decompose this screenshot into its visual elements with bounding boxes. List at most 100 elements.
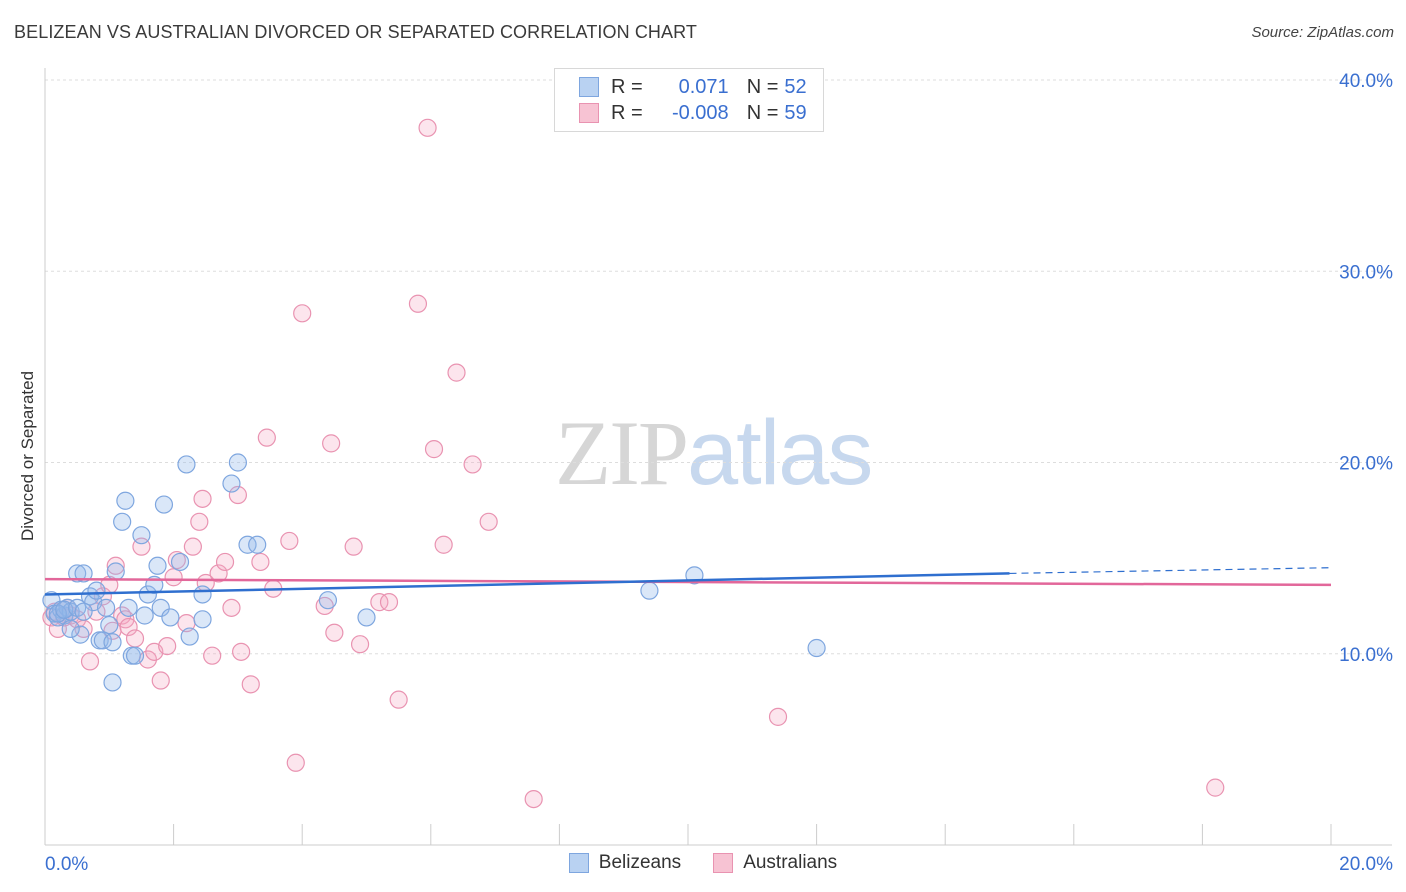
data-point-australians <box>190 512 209 531</box>
data-point-belizeans <box>248 535 267 554</box>
data-point-belizeans <box>193 610 212 629</box>
data-point-australians <box>389 690 408 709</box>
legend-swatch-australians <box>579 103 599 123</box>
data-point-belizeans <box>238 535 257 554</box>
data-point-belizeans <box>180 627 199 646</box>
data-point-australians <box>315 596 334 616</box>
data-point-australians <box>257 428 276 447</box>
legend-row-australians: R = -0.008 N = 59 <box>579 101 807 125</box>
data-point-australians <box>125 629 145 648</box>
data-point-belizeans <box>61 619 80 638</box>
data-point-australians <box>222 598 241 617</box>
data-point-belizeans <box>113 512 132 531</box>
data-point-australians <box>286 753 305 772</box>
data-point-australians <box>1206 778 1225 797</box>
legend-item-belizeans: Belizeans <box>568 852 682 874</box>
trendline-belizeans-extension <box>1009 567 1332 575</box>
data-point-australians <box>408 294 428 313</box>
legend-row-belizeans: R = 0.071 N = 52 <box>579 75 807 99</box>
data-point-australians <box>215 552 235 572</box>
chart-source: Source: ZipAtlas.com <box>1251 24 1394 41</box>
data-point-belizeans <box>74 564 93 583</box>
data-point-belizeans <box>807 638 826 658</box>
data-point-australians <box>350 635 370 654</box>
data-point-australians <box>158 636 177 656</box>
data-point-australians <box>344 537 363 556</box>
series-legend: Belizeans Australians <box>0 852 1406 874</box>
trendline-belizeans <box>44 572 1010 596</box>
legend-item-australians: Australians <box>713 852 837 874</box>
data-point-belizeans <box>193 585 212 604</box>
data-point-australians <box>87 602 106 621</box>
data-point-belizeans <box>222 474 241 493</box>
watermark-atlas: atlas <box>687 402 873 504</box>
data-point-belizeans <box>100 615 119 635</box>
data-point-australians <box>106 556 125 575</box>
watermark: ZIPatlas <box>555 400 873 506</box>
x-tick-label: 20.0% <box>1339 854 1393 875</box>
data-point-belizeans <box>119 598 138 617</box>
data-point-belizeans <box>228 453 247 472</box>
data-point-australians <box>479 512 498 531</box>
data-point-australians <box>293 304 312 323</box>
data-point-australians <box>280 531 299 551</box>
legend-r-label: R = <box>611 101 643 124</box>
legend-r-value: 0.071 <box>678 75 729 98</box>
data-point-australians <box>119 617 138 637</box>
data-point-belizeans <box>148 556 167 575</box>
data-point-belizeans <box>151 598 170 617</box>
data-point-belizeans <box>135 606 154 625</box>
data-point-belizeans <box>96 598 116 617</box>
data-point-australians <box>151 671 170 690</box>
data-point-australians <box>164 568 183 587</box>
data-point-australians <box>370 593 389 612</box>
legend-r-value: -0.008 <box>671 101 729 124</box>
data-point-australians <box>228 485 247 505</box>
data-point-australians <box>768 707 788 726</box>
data-point-australians <box>424 440 444 459</box>
data-point-belizeans <box>132 526 151 545</box>
data-point-belizeans <box>154 495 174 514</box>
data-point-australians <box>379 593 399 612</box>
y-tick-label: 40.0% <box>1339 71 1393 92</box>
legend-label-belizeans: Belizeans <box>598 852 682 873</box>
correlation-legend: R = 0.071 N = 52 R = -0.008 N = 59 <box>554 68 824 132</box>
legend-swatch-belizeans <box>579 77 599 97</box>
x-tick-label: 0.0% <box>45 854 88 875</box>
chart-title: BELIZEAN VS AUSTRALIAN DIVORCED OR SEPAR… <box>14 22 698 42</box>
data-point-australians <box>209 564 228 583</box>
data-point-australians <box>80 652 100 671</box>
data-point-australians <box>447 363 466 382</box>
data-point-australians <box>418 118 437 137</box>
data-point-australians <box>524 789 543 809</box>
legend-n-label: N = <box>746 75 779 98</box>
data-point-belizeans <box>177 455 196 474</box>
data-point-belizeans <box>138 585 157 604</box>
data-point-belizeans <box>106 562 125 581</box>
data-point-australians <box>232 642 251 661</box>
data-point-australians <box>434 535 453 554</box>
data-point-australians <box>193 489 212 508</box>
data-point-australians <box>463 455 482 474</box>
data-point-australians <box>183 537 202 556</box>
data-point-belizeans <box>640 581 659 600</box>
y-tick-label: 20.0% <box>1339 454 1393 475</box>
data-point-belizeans <box>68 564 87 583</box>
data-point-belizeans <box>74 602 93 621</box>
data-point-belizeans <box>318 591 338 610</box>
trendline-australians <box>44 577 1332 587</box>
data-point-australians <box>251 552 270 572</box>
data-point-australians <box>203 646 222 665</box>
data-point-belizeans <box>116 491 135 510</box>
watermark-zip: ZIP <box>555 402 689 504</box>
data-point-belizeans <box>170 552 190 572</box>
data-point-australians <box>322 434 341 453</box>
data-point-belizeans <box>357 608 376 627</box>
legend-swatch-belizeans <box>568 853 589 873</box>
data-point-belizeans <box>103 673 122 692</box>
y-tick-label: 30.0% <box>1339 262 1393 283</box>
legend-n-label: N = <box>746 101 779 124</box>
data-point-belizeans <box>87 581 106 600</box>
data-point-australians <box>241 675 260 694</box>
